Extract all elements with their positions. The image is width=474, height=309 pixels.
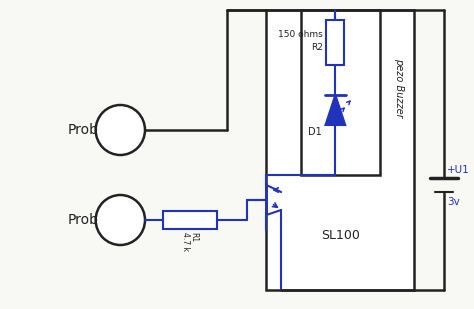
Text: 150 ohms: 150 ohms [278, 29, 322, 39]
Text: Prob: Prob [68, 123, 99, 137]
Circle shape [96, 195, 145, 245]
Bar [301, 10, 380, 175]
Bar [163, 211, 217, 229]
Text: SL100: SL100 [321, 228, 360, 242]
Text: 3v: 3v [447, 197, 460, 207]
Bar [266, 10, 414, 290]
Bar [327, 20, 344, 65]
Text: R2: R2 [310, 43, 322, 52]
Circle shape [96, 105, 145, 155]
Text: D1: D1 [308, 127, 321, 137]
Text: R1: R1 [189, 232, 198, 242]
Text: 4.7 k: 4.7 k [181, 232, 190, 251]
Text: Prob: Prob [68, 213, 99, 227]
Polygon shape [326, 95, 345, 125]
Text: +U1: +U1 [447, 165, 470, 175]
Text: pezo Buzzer: pezo Buzzer [394, 58, 404, 118]
